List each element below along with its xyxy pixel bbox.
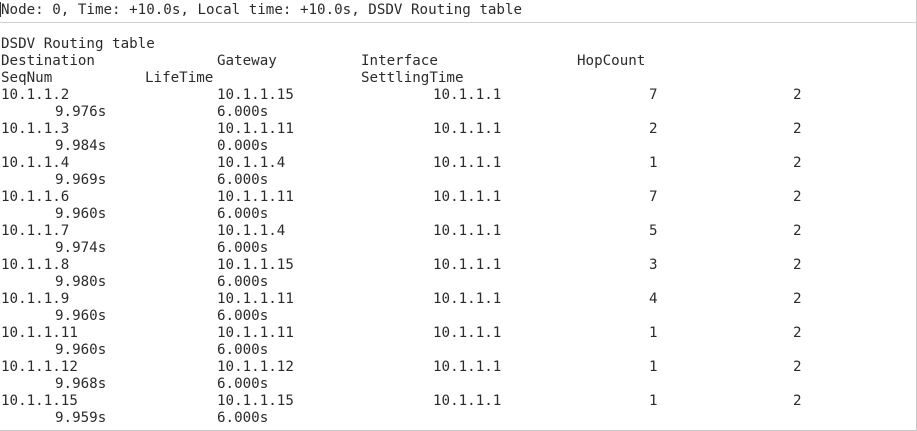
cell-destination: 10.1.1.15 xyxy=(1,393,78,409)
cell-lifetime: 9.969s xyxy=(55,172,107,188)
cell-gateway: 10.1.1.4 xyxy=(217,155,286,171)
cell-hopcount: 1 xyxy=(649,359,658,375)
cell-lifetime: 9.980s xyxy=(55,274,107,290)
header-settlingtime: SettlingTime xyxy=(361,70,464,86)
header-seqnum: SeqNum xyxy=(1,70,53,86)
cell-interface: 10.1.1.1 xyxy=(433,121,502,137)
cell-seqnum: 2 xyxy=(793,393,802,409)
cell-settlingtime: 6.000s xyxy=(217,308,269,324)
cell-gateway: 10.1.1.15 xyxy=(217,393,294,409)
cell-seqnum: 2 xyxy=(793,87,802,103)
cell-hopcount: 7 xyxy=(649,87,658,103)
cell-lifetime: 9.984s xyxy=(55,138,107,154)
cell-destination: 10.1.1.3 xyxy=(1,121,70,137)
cell-seqnum: 2 xyxy=(793,189,802,205)
cell-destination: 10.1.1.6 xyxy=(1,189,70,205)
cell-settlingtime: 6.000s xyxy=(217,342,269,358)
cell-hopcount: 5 xyxy=(649,223,658,239)
cell-seqnum: 2 xyxy=(793,121,802,137)
header-hopcount: HopCount xyxy=(577,53,646,69)
cell-seqnum: 2 xyxy=(793,223,802,239)
cell-settlingtime: 0.000s xyxy=(217,138,269,154)
cell-destination: 10.1.1.4 xyxy=(1,155,70,171)
cell-lifetime: 9.968s xyxy=(55,376,107,392)
cell-interface: 10.1.1.1 xyxy=(433,87,502,103)
cell-destination: 10.1.1.8 xyxy=(1,257,70,273)
cell-seqnum: 2 xyxy=(793,155,802,171)
cell-gateway: 10.1.1.11 xyxy=(217,121,294,137)
cell-gateway: 10.1.1.4 xyxy=(217,223,286,239)
output-divider xyxy=(0,22,917,23)
header-interface: Interface xyxy=(361,53,438,69)
cell-interface: 10.1.1.1 xyxy=(433,393,502,409)
cell-destination: 10.1.1.9 xyxy=(1,291,70,307)
cell-gateway: 10.1.1.11 xyxy=(217,325,294,341)
cell-seqnum: 2 xyxy=(793,359,802,375)
cell-lifetime: 9.960s xyxy=(55,342,107,358)
cell-interface: 10.1.1.1 xyxy=(433,155,502,171)
header-gateway: Gateway xyxy=(217,53,277,69)
cell-interface: 10.1.1.1 xyxy=(433,359,502,375)
routing-table-title: DSDV Routing table xyxy=(1,36,155,52)
cell-hopcount: 1 xyxy=(649,155,658,171)
cell-lifetime: 9.960s xyxy=(55,206,107,222)
cell-settlingtime: 6.000s xyxy=(217,274,269,290)
cell-gateway: 10.1.1.15 xyxy=(217,87,294,103)
cell-interface: 10.1.1.1 xyxy=(433,257,502,273)
cell-destination: 10.1.1.12 xyxy=(1,359,78,375)
cell-destination: 10.1.1.11 xyxy=(1,325,78,341)
cell-gateway: 10.1.1.15 xyxy=(217,257,294,273)
cell-destination: 10.1.1.7 xyxy=(1,223,70,239)
text-cursor xyxy=(0,2,1,17)
cell-interface: 10.1.1.1 xyxy=(433,325,502,341)
cell-lifetime: 9.974s xyxy=(55,240,107,256)
cell-gateway: 10.1.1.11 xyxy=(217,291,294,307)
cell-gateway: 10.1.1.12 xyxy=(217,359,294,375)
cell-hopcount: 4 xyxy=(649,291,658,307)
cell-interface: 10.1.1.1 xyxy=(433,189,502,205)
cell-interface: 10.1.1.1 xyxy=(433,223,502,239)
cell-seqnum: 2 xyxy=(793,325,802,341)
node-status-line: Node: 0, Time: +10.0s, Local time: +10.0… xyxy=(1,2,523,18)
header-destination: Destination xyxy=(1,53,95,69)
cell-lifetime: 9.976s xyxy=(55,104,107,120)
cell-seqnum: 2 xyxy=(793,291,802,307)
cell-settlingtime: 6.000s xyxy=(217,172,269,188)
cell-settlingtime: 6.000s xyxy=(217,104,269,120)
cell-settlingtime: 6.000s xyxy=(217,376,269,392)
cell-interface: 10.1.1.1 xyxy=(433,291,502,307)
cell-gateway: 10.1.1.11 xyxy=(217,189,294,205)
cell-settlingtime: 6.000s xyxy=(217,410,269,426)
header-lifetime: LifeTime xyxy=(145,70,214,86)
cell-hopcount: 3 xyxy=(649,257,658,273)
cell-seqnum: 2 xyxy=(793,257,802,273)
cell-lifetime: 9.959s xyxy=(55,410,107,426)
cell-settlingtime: 6.000s xyxy=(217,240,269,256)
cell-hopcount: 2 xyxy=(649,121,658,137)
cell-destination: 10.1.1.2 xyxy=(1,87,70,103)
cell-hopcount: 1 xyxy=(649,325,658,341)
cell-lifetime: 9.960s xyxy=(55,308,107,324)
cell-settlingtime: 6.000s xyxy=(217,206,269,222)
cell-hopcount: 1 xyxy=(649,393,658,409)
cell-hopcount: 7 xyxy=(649,189,658,205)
